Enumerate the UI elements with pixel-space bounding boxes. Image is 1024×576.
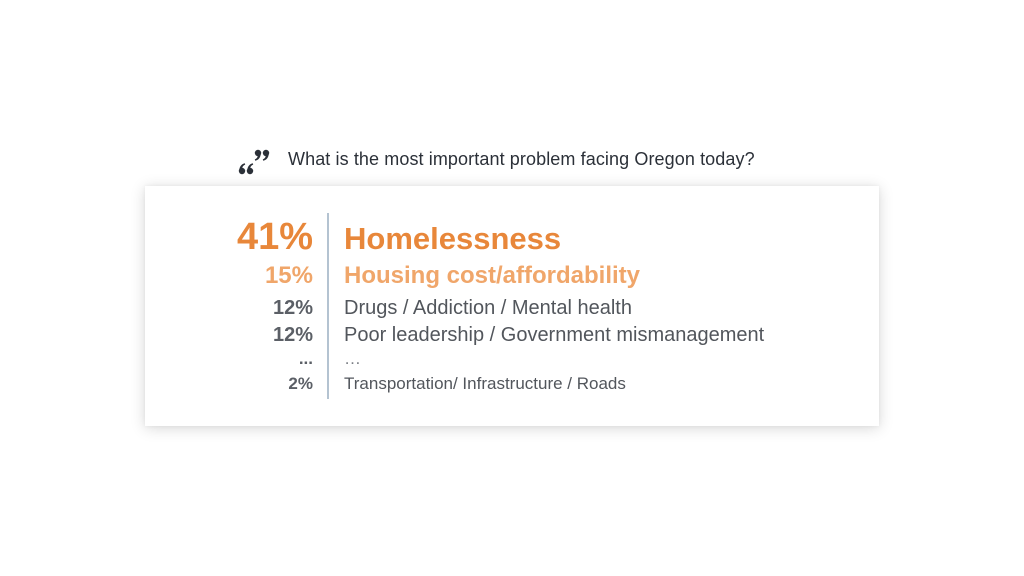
result-percent: 2%: [288, 374, 313, 393]
result-row-ellipsis: ... …: [145, 349, 879, 369]
result-row: 2% Transportation/ Infrastructure / Road…: [145, 374, 879, 394]
result-row: 41% Homelessness: [145, 216, 879, 259]
result-percent: ...: [298, 349, 313, 368]
result-row: 15% Housing cost/affordability: [145, 262, 879, 290]
result-percent: 15%: [264, 262, 313, 289]
vertical-divider: [327, 213, 329, 399]
result-row: 12% Poor leadership / Government mismana…: [145, 324, 879, 347]
result-label: Housing cost/affordability: [344, 262, 641, 289]
result-percent: 41%: [236, 216, 313, 258]
result-row: 12% Drugs / Addiction / Mental health: [145, 297, 879, 320]
result-label: Transportation/ Infrastructure / Roads: [344, 374, 626, 393]
quote-icon: [238, 149, 270, 175]
question-header: What is the most important problem facin…: [236, 140, 755, 184]
result-label: Homelessness: [344, 221, 562, 256]
result-label: …: [344, 349, 361, 368]
result-percent: 12%: [272, 324, 313, 346]
result-percent: 12%: [272, 297, 313, 319]
result-label: Poor leadership / Government mismanageme…: [344, 324, 765, 346]
question-text: What is the most important problem facin…: [288, 148, 755, 169]
results-card: 41% Homelessness 15% Housing cost/afford…: [145, 186, 879, 426]
result-label: Drugs / Addiction / Mental health: [344, 297, 632, 319]
